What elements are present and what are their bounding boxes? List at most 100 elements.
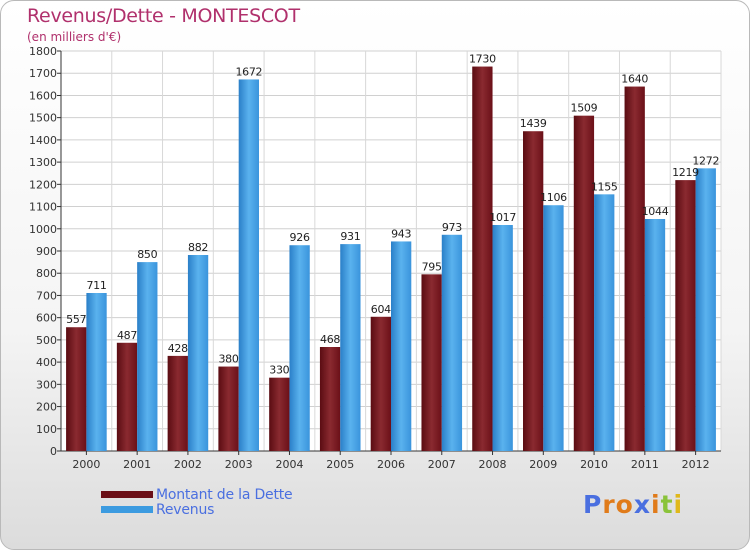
legend-label-revenue: Revenus xyxy=(156,501,215,518)
bar-revenue xyxy=(391,241,412,451)
y-tick-label: 900 xyxy=(36,245,57,258)
y-tick-label: 300 xyxy=(36,378,57,391)
bar-revenue xyxy=(238,79,259,451)
bar-revenue xyxy=(644,219,666,451)
bar-revenue xyxy=(187,255,209,451)
y-tick-label: 600 xyxy=(36,312,57,325)
data-label-debt: 1509 xyxy=(571,102,598,115)
data-label-debt: 330 xyxy=(269,364,289,377)
data-label-debt: 1640 xyxy=(621,73,648,86)
legend-swatch-revenue xyxy=(101,506,153,513)
data-label-debt: 487 xyxy=(117,329,137,342)
x-tick-label: 2012 xyxy=(682,458,710,471)
data-label-revenue: 1672 xyxy=(235,65,262,78)
bar-revenue xyxy=(137,262,158,451)
bar-revenue xyxy=(86,293,107,451)
y-tick-label: 1500 xyxy=(29,112,57,125)
x-tick-label: 2005 xyxy=(326,458,354,471)
chart-title: Revenus/Dette - MONTESCOT xyxy=(27,5,300,27)
x-tick-label: 2004 xyxy=(275,458,303,471)
data-label-revenue: 1155 xyxy=(591,180,618,193)
data-label-revenue: 1272 xyxy=(692,154,719,167)
y-tick-label: 1100 xyxy=(29,201,57,214)
bar-debt xyxy=(218,366,239,451)
data-label-revenue: 1044 xyxy=(642,205,669,218)
logo-letter: i xyxy=(651,490,661,519)
bar-debt xyxy=(523,131,544,451)
bar-debt xyxy=(319,347,341,451)
logo-letter: r xyxy=(602,490,616,519)
bar-debt xyxy=(66,327,87,451)
logo-letter: o xyxy=(615,490,634,519)
y-tick-label: 1200 xyxy=(29,178,57,191)
bar-revenue xyxy=(441,234,463,451)
legend-item-revenue: Revenus xyxy=(101,501,292,518)
x-tick-label: 2010 xyxy=(580,458,608,471)
x-tick-label: 2006 xyxy=(377,458,405,471)
y-tick-label: 500 xyxy=(36,334,57,347)
data-label-revenue: 973 xyxy=(442,221,462,234)
x-tick-label: 2011 xyxy=(631,458,659,471)
y-tick-label: 100 xyxy=(36,423,57,436)
y-tick-label: 1300 xyxy=(29,156,57,169)
bar-revenue xyxy=(695,168,716,452)
x-tick-label: 2001 xyxy=(123,458,151,471)
legend-item-debt: Montant de la Dette xyxy=(101,486,293,503)
legend: Montant de la Dette Revenus xyxy=(101,486,293,518)
logo-letter: x xyxy=(633,490,651,519)
logo-letter: i xyxy=(673,490,684,519)
bar-revenue xyxy=(492,225,513,451)
y-tick-label: 700 xyxy=(36,289,57,302)
y-tick-label: 1800 xyxy=(29,45,57,58)
bar-debt xyxy=(421,274,442,451)
y-tick-label: 200 xyxy=(36,401,57,414)
legend-label-debt: Montant de la Dette xyxy=(156,486,293,503)
x-tick-label: 2002 xyxy=(174,458,202,471)
proxiti-logo: Proxiti xyxy=(583,490,683,519)
bar-debt xyxy=(370,316,391,451)
bar-debt xyxy=(624,86,645,452)
y-tick-label: 1400 xyxy=(29,134,57,147)
data-label-revenue: 943 xyxy=(391,227,411,240)
data-label-debt: 468 xyxy=(320,333,340,346)
y-tick-label: 800 xyxy=(36,267,57,280)
data-label-revenue: 711 xyxy=(86,279,106,292)
y-tick-label: 400 xyxy=(36,356,57,369)
bar-debt xyxy=(167,355,188,451)
x-tick-label: 2009 xyxy=(529,458,557,471)
bar-debt xyxy=(472,66,493,452)
bar-debt xyxy=(116,342,138,451)
chart-subtitle: (en milliers d'€) xyxy=(27,30,122,44)
data-label-revenue: 931 xyxy=(340,230,360,243)
legend-swatch-debt xyxy=(101,491,153,498)
bar-debt xyxy=(269,377,290,451)
bar-debt xyxy=(675,180,696,451)
bar-revenue xyxy=(340,244,361,451)
data-label-revenue: 850 xyxy=(137,248,157,261)
data-label-debt: 795 xyxy=(422,260,442,273)
data-label-debt: 380 xyxy=(218,353,238,366)
data-label-revenue: 926 xyxy=(290,231,310,244)
logo-letter: t xyxy=(660,490,674,519)
y-tick-label: 0 xyxy=(50,445,57,458)
y-tick-label: 1000 xyxy=(29,223,57,236)
data-label-debt: 557 xyxy=(66,313,86,326)
bar-revenue xyxy=(543,205,564,451)
y-tick-label: 1700 xyxy=(29,67,57,80)
bar-debt xyxy=(573,115,595,452)
data-label-revenue: 1017 xyxy=(489,211,516,224)
data-label-debt: 604 xyxy=(371,303,391,316)
x-tick-label: 2003 xyxy=(225,458,253,471)
data-label-revenue: 1106 xyxy=(540,191,567,204)
logo-letter: P xyxy=(583,490,603,519)
data-label-debt: 428 xyxy=(168,342,188,355)
bar-revenue xyxy=(594,194,615,452)
data-label-debt: 1439 xyxy=(520,117,547,130)
data-label-revenue: 882 xyxy=(188,241,208,254)
data-label-debt: 1219 xyxy=(672,166,699,179)
bar-revenue xyxy=(289,245,310,451)
y-tick-label: 1600 xyxy=(29,89,57,102)
x-tick-label: 2008 xyxy=(479,458,507,471)
